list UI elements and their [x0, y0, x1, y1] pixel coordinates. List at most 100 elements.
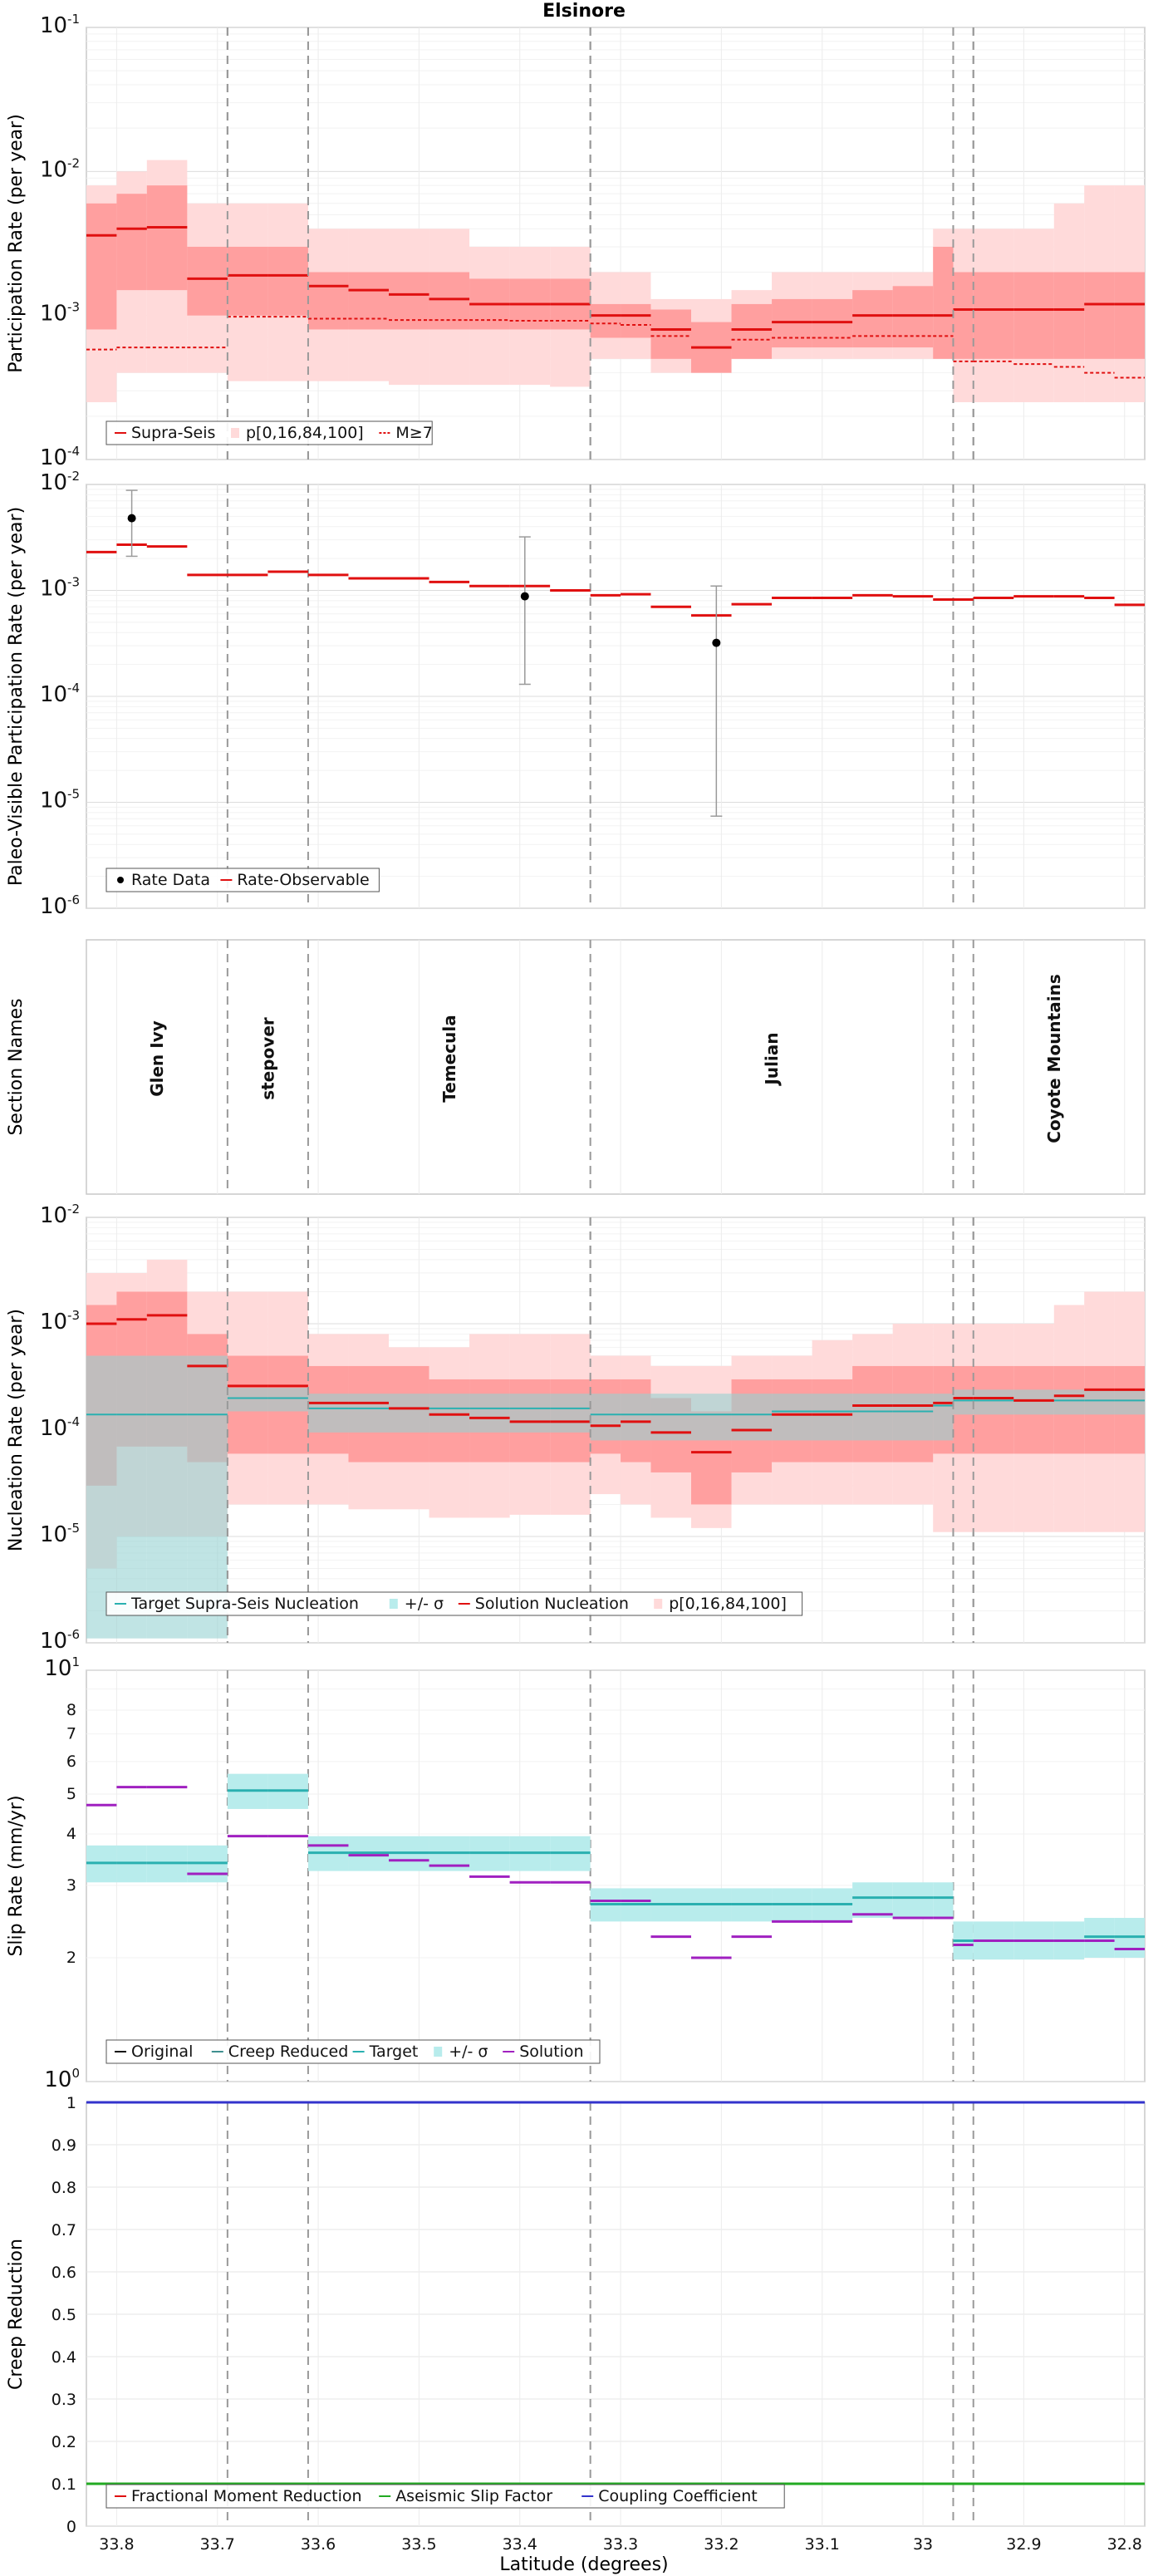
participation-y-tick-exponent: -1 — [67, 12, 80, 27]
slip-y-minor-tick-label: 8 — [66, 1701, 76, 1719]
creep-y-tick-label: 0.2 — [52, 2433, 76, 2451]
participation-p16-p84-band — [973, 272, 1014, 359]
participation-p16-p84-band — [1053, 272, 1085, 359]
slip-legend-label: Solution — [519, 2043, 583, 2061]
paleo-y-tick-label: 10-4 — [40, 681, 80, 707]
creep-legend-label: Coupling Coefficient — [598, 2487, 758, 2505]
nucleation-legend-frame — [106, 1591, 803, 1616]
participation-y-tick-exponent: -4 — [67, 444, 80, 459]
paleo-y-tick-exponent: -5 — [67, 787, 80, 802]
creep-y-tick-label: 0 — [66, 2518, 76, 2536]
sections-plot-frame — [86, 939, 1146, 1195]
creep-y-tick-label: 0.5 — [52, 2306, 76, 2324]
x-tick-label: 33.7 — [200, 2535, 235, 2554]
participation-legend: Supra-Seis p[0,16,84,100] M≥7 — [106, 420, 433, 445]
participation-legend-box — [231, 428, 239, 438]
nucleation-legend-label: +/- σ — [405, 1595, 444, 1613]
nucleation-legend-label: p[0,16,84,100] — [669, 1595, 787, 1613]
participation-p16-p84-band — [933, 246, 954, 359]
nucleation-legend-swatch — [389, 1599, 398, 1609]
slip-axes: 100 101 2 3 4 5 6 7 8 Slip Rate (mm/yr) Original Cr… — [6, 1654, 1146, 2092]
slip-legend-label: Original — [131, 2043, 193, 2061]
slip-plot-frame — [86, 1669, 1146, 2082]
participation-y-tick-label: 10-4 — [40, 444, 80, 470]
slip-y-minor-tick-label: 6 — [66, 1753, 76, 1771]
nucleation-y-tick-label: 10-5 — [40, 1521, 80, 1547]
slip-target-sigma-band — [852, 1882, 893, 1919]
nucleation-y-axis-label: Nucleation Rate (per year) — [6, 1309, 27, 1551]
nucleation-target-sigma-band — [86, 1355, 117, 1639]
participation-y-tick-label: 10-3 — [40, 300, 80, 327]
creep-y-tick-label: 0.8 — [52, 2179, 76, 2197]
nucleation-legend-box — [389, 1599, 398, 1609]
creep-y-tick-label: 0.7 — [52, 2221, 76, 2239]
nucleation-target-sigma-band — [933, 1394, 954, 1441]
participation-p16-p84-band — [590, 303, 621, 338]
nucleation-target-sigma-band — [116, 1355, 147, 1639]
figure-title: Elsinore — [542, 1, 626, 22]
slip-legend-label: Target — [369, 2043, 419, 2061]
nucleation-target-sigma-band — [227, 1388, 268, 1412]
participation-p16-p84-band — [86, 203, 117, 330]
paleo-legend-label: Rate Data — [131, 871, 210, 889]
section-name-label: Coyote Mountains — [1044, 974, 1064, 1143]
slip-y-tick-exponent: 0 — [71, 2066, 80, 2081]
creep-y-tick-label: 0.1 — [52, 2475, 76, 2494]
paleo-y-tick-exponent: -2 — [67, 469, 80, 484]
nucleation-y-tick-label: 10-4 — [40, 1414, 80, 1441]
participation-p16-p84-band — [1114, 272, 1145, 359]
slip-y-minor-tick-label: 7 — [66, 1725, 76, 1743]
nucleation-target-sigma-band — [429, 1394, 470, 1433]
participation-p16-p84-band — [892, 286, 934, 348]
nucleation-y-tick-exponent: -2 — [67, 1202, 80, 1217]
paleo-rate-data-point — [127, 514, 136, 523]
x-tick-label: 33.4 — [503, 2535, 537, 2554]
sections-y-axis-label: Section Names — [6, 998, 27, 1135]
nucleation-target-sigma-band — [1084, 1389, 1115, 1415]
participation-y-axis-label: Participation Rate (per year) — [6, 114, 27, 373]
x-tick-label: 33.5 — [401, 2535, 436, 2554]
paleo-y-tick-exponent: -3 — [67, 575, 80, 590]
creep-legend: Fractional Moment Reduction Aseismic Slip… — [106, 2484, 785, 2509]
paleo-legend-swatch — [117, 877, 124, 883]
paleo-legend-label: Rate-Observable — [237, 871, 369, 889]
creep-axes: 0 0.1 0.2 0.3 0.4 0.5 0.6 0.7 0.8 0.9 1 Creep Reduc… — [6, 2094, 1146, 2536]
participation-p16-p84-band — [116, 194, 147, 291]
x-tick-label: 33 — [913, 2535, 933, 2554]
creep-y-tick-label: 0.6 — [52, 2264, 76, 2282]
paleo-y-tick-label: 10-6 — [40, 892, 80, 919]
nucleation-target-sigma-band — [1053, 1389, 1085, 1415]
x-tick-label: 33.6 — [301, 2535, 336, 2554]
slip-legend: Original Creep Reduced Target +/- σ Solution — [106, 2039, 601, 2064]
participation-p16-p84-band — [307, 272, 349, 330]
nucleation-y-tick-exponent: -6 — [67, 1627, 80, 1642]
slip-target-sigma-band — [892, 1882, 934, 1919]
nucleation-target-sigma-band — [550, 1394, 591, 1433]
creep-y-axis-label: Creep Reduction — [6, 2239, 27, 2390]
x-tick-label: 33.2 — [704, 2535, 739, 2554]
nucleation-target-sigma-band — [731, 1394, 773, 1441]
nucleation-target-sigma-band — [621, 1394, 651, 1441]
participation-y-tick-label: 10-2 — [40, 155, 80, 182]
section-name-label: stepover — [258, 1017, 277, 1100]
nucleation-y-tick-exponent: -5 — [67, 1521, 80, 1536]
nucleation-target-sigma-band — [812, 1394, 853, 1441]
nucleation-legend-label: Solution Nucleation — [475, 1595, 629, 1613]
slip-legend-box — [434, 2047, 443, 2057]
nucleation-target-sigma-band — [389, 1394, 429, 1433]
nucleation-axes: 10-6 10-5 10-4 10-3 10-2 Nucleation Rate (per… — [6, 1202, 1146, 1654]
participation-legend-label: M≥7 — [395, 424, 432, 442]
nucleation-target-sigma-band — [469, 1394, 510, 1433]
nucleation-y-tick-exponent: -3 — [67, 1308, 80, 1323]
nucleation-target-sigma-band — [953, 1389, 974, 1415]
nucleation-target-sigma-band — [590, 1394, 621, 1441]
slip-y-tick-label: 100 — [44, 2066, 80, 2092]
creep-y-tick-label: 0.3 — [52, 2391, 76, 2409]
participation-p16-p84-band — [146, 185, 188, 291]
section-name-label: Julian — [762, 1032, 782, 1086]
x-axis-label: Latitude (degrees) — [499, 2554, 668, 2575]
slip-target-sigma-band — [933, 1882, 954, 1919]
paleo-legend: Rate Data Rate-Observable — [106, 868, 380, 892]
participation-p16-p84-band — [650, 309, 691, 359]
